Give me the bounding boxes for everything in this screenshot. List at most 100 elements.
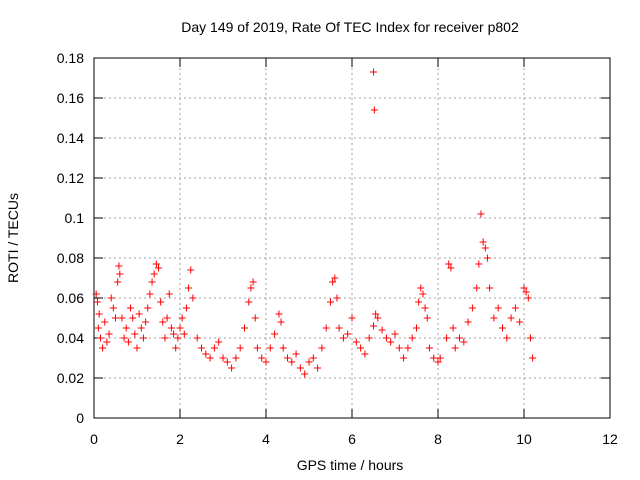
data-point xyxy=(174,334,182,342)
data-point xyxy=(219,354,227,362)
data-point xyxy=(137,324,145,332)
data-point xyxy=(135,310,143,318)
data-point xyxy=(266,344,274,352)
data-point xyxy=(118,314,126,322)
data-point xyxy=(292,350,300,358)
data-point xyxy=(339,334,347,342)
gridlines xyxy=(94,58,610,418)
x-tick-label: 4 xyxy=(262,431,270,447)
data-point xyxy=(178,314,186,322)
data-point xyxy=(335,324,343,332)
data-point xyxy=(148,278,156,286)
data-point xyxy=(202,350,210,358)
data-point xyxy=(210,344,218,352)
data-point xyxy=(421,304,429,312)
data-point xyxy=(228,364,236,372)
data-point xyxy=(163,314,171,322)
data-point xyxy=(161,334,169,342)
data-point xyxy=(92,290,100,298)
data-point xyxy=(434,358,442,366)
data-point xyxy=(95,310,103,318)
data-point xyxy=(105,330,113,338)
x-tick-label: 12 xyxy=(602,431,618,447)
data-point xyxy=(127,304,135,312)
data-point xyxy=(124,338,132,346)
data-point xyxy=(449,324,457,332)
y-tick-label: 0.14 xyxy=(57,130,84,146)
data-point xyxy=(529,354,537,362)
data-point xyxy=(423,314,431,322)
data-point xyxy=(232,354,240,362)
data-point xyxy=(301,370,309,378)
x-tick-label: 6 xyxy=(348,431,356,447)
y-tick-label: 0.08 xyxy=(57,250,84,266)
data-point xyxy=(479,238,487,246)
data-point xyxy=(172,344,180,352)
data-point xyxy=(223,358,231,366)
data-point xyxy=(391,330,399,338)
data-point xyxy=(395,344,403,352)
data-point xyxy=(206,354,214,362)
data-point xyxy=(374,314,382,322)
data-point xyxy=(150,270,158,278)
data-point xyxy=(387,338,395,346)
data-point xyxy=(443,334,451,342)
data-point xyxy=(404,344,412,352)
data-point xyxy=(112,314,119,322)
data-point xyxy=(486,284,494,292)
data-point xyxy=(251,314,259,322)
data-point xyxy=(247,284,255,292)
data-point xyxy=(249,278,257,286)
data-point xyxy=(114,278,122,286)
data-point xyxy=(436,354,444,362)
data-point xyxy=(241,324,248,332)
data-point xyxy=(159,318,167,326)
data-point xyxy=(460,338,468,346)
data-point xyxy=(477,210,485,218)
x-axis-label: GPS time / hours xyxy=(297,457,404,473)
x-tick-label: 0 xyxy=(90,431,98,447)
data-point xyxy=(94,324,102,332)
y-tick-labels: 0 0.02 0.04 0.06 0.08 0.1 0.12 0.14 0.16 0.18 xyxy=(57,50,84,426)
data-point xyxy=(258,354,266,362)
data-point xyxy=(187,266,195,274)
data-point xyxy=(93,298,101,306)
data-point xyxy=(253,344,261,352)
data-point xyxy=(370,106,378,114)
data-point xyxy=(262,358,270,366)
data-points xyxy=(92,68,537,378)
data-point xyxy=(142,318,150,326)
data-point xyxy=(475,260,483,268)
data-point xyxy=(180,330,188,338)
data-point xyxy=(129,314,137,322)
data-point xyxy=(415,298,423,306)
data-point xyxy=(408,334,416,342)
data-point xyxy=(284,354,291,362)
data-point xyxy=(372,310,380,318)
data-point xyxy=(116,270,124,278)
data-point xyxy=(314,364,322,372)
data-point xyxy=(494,304,502,312)
y-tick-label: 0.1 xyxy=(65,210,85,226)
data-point xyxy=(333,294,341,302)
data-point xyxy=(447,264,455,272)
data-point xyxy=(456,334,463,342)
y-tick-label: 0.16 xyxy=(57,90,84,106)
y-tick-label: 0.18 xyxy=(57,50,84,66)
data-point xyxy=(131,330,139,338)
y-tick-label: 0.12 xyxy=(57,170,84,186)
x-tick-labels: 0 2 4 6 8 10 12 xyxy=(90,431,618,447)
y-tick-label: 0.06 xyxy=(57,290,84,306)
data-point xyxy=(507,314,515,322)
data-point xyxy=(445,260,453,268)
data-point xyxy=(318,344,326,352)
data-point xyxy=(331,274,339,282)
data-point xyxy=(120,334,128,342)
data-point xyxy=(348,314,356,322)
data-point xyxy=(522,288,530,296)
data-point xyxy=(370,68,377,76)
data-point xyxy=(329,278,337,286)
data-point xyxy=(103,338,111,346)
data-point xyxy=(115,262,123,270)
data-point xyxy=(344,330,352,338)
